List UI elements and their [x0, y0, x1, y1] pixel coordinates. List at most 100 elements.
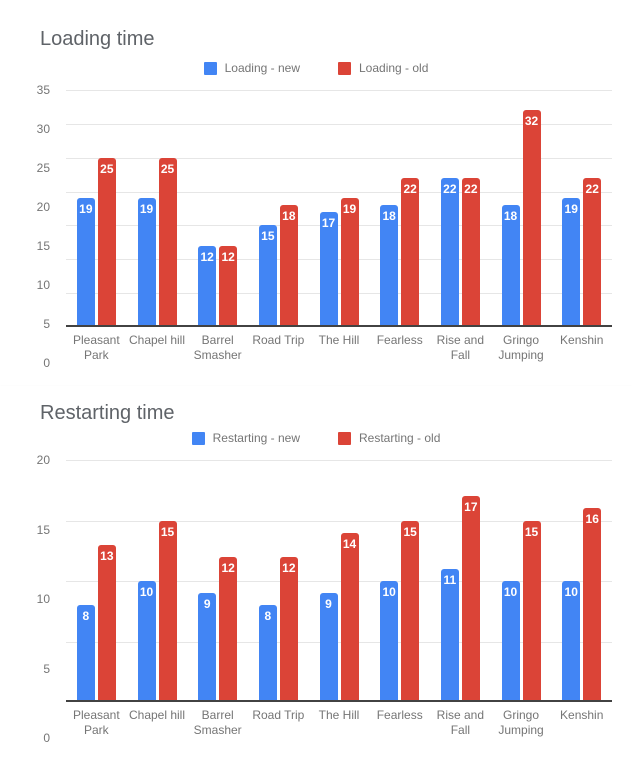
gridline — [66, 191, 612, 193]
bar-value-label: 15 — [524, 524, 539, 539]
bar-loading-new-kenshin: 19 — [562, 198, 581, 327]
bar-group-the-hill: 17 19 — [309, 90, 370, 327]
bar-group-barrel-smasher: 9 12 — [187, 460, 248, 702]
bar-group-fearless: 10 15 — [369, 460, 430, 702]
x-label-barrel-smasher: Barrel Smasher — [193, 333, 242, 362]
legend-item-restarting-new: Restarting - new — [191, 431, 300, 445]
x-label-the-hill: The Hill — [318, 708, 360, 722]
bar-loading-old-gringo-jumping: 32 — [522, 110, 541, 327]
x-axis: Pleasant Park Chapel hill Barrel Smasher Ro… — [66, 708, 612, 738]
bar-group-road-trip: 8 12 — [248, 460, 309, 702]
bar-value-label: 18 — [282, 209, 296, 224]
bar-group-pleasant-park: 8 13 — [66, 460, 127, 702]
bar-value-label: 19 — [342, 202, 357, 217]
bar-value-label: 22 — [403, 182, 417, 197]
x-label-pleasant-park: Pleasant Park — [72, 708, 120, 737]
bar-group-gringo-jumping: 10 15 — [491, 460, 552, 702]
x-label-chapel-hill: Chapel hill — [128, 708, 186, 722]
x-label-rise-and-fall: Rise and Fall — [436, 333, 485, 362]
bar-restarting-new-chapel-hill: 10 — [137, 581, 156, 702]
x-label-rise-and-fall: Rise and Fall — [436, 708, 485, 737]
y-tick-label: 35 — [36, 83, 50, 97]
bar-loading-new-road-trip: 15 — [258, 225, 277, 327]
bar-restarting-new-barrel-smasher: 9 — [198, 593, 217, 702]
bar-restarting-old-rise-and-fall: 17 — [461, 496, 480, 702]
bar-loading-new-chapel-hill: 19 — [137, 198, 156, 327]
loading-time-chart: Loading time Loading - new Loading - old… — [0, 28, 632, 370]
bar-group-barrel-smasher: 12 12 — [187, 90, 248, 327]
legend-swatch-blue — [203, 61, 217, 75]
gridline — [66, 581, 612, 582]
bar-loading-new-rise-and-fall: 22 — [440, 178, 459, 327]
bar-value-label: 12 — [221, 249, 235, 264]
bar-group-road-trip: 15 18 — [248, 90, 309, 327]
bar-value-label: 12 — [282, 560, 296, 575]
bar-value-label: 12 — [221, 560, 235, 575]
gridline — [66, 293, 612, 295]
bar-loading-new-gringo-jumping: 18 — [501, 205, 520, 327]
x-label-fearless: Fearless — [376, 708, 423, 722]
bar-value-label: 10 — [139, 585, 154, 599]
bar-value-label: 15 — [160, 524, 175, 539]
y-axis: 0 5 10 15 20 — [14, 453, 58, 745]
chart-title: Restarting time — [40, 402, 175, 424]
legend-label: Restarting - old — [359, 431, 441, 445]
bar-value-label: 19 — [79, 202, 93, 217]
bar-value-label: 16 — [585, 512, 599, 527]
bar-restarting-new-road-trip: 8 — [258, 605, 277, 702]
y-tick-label: 5 — [43, 317, 50, 332]
x-label-gringo-jumping: Gringo Jumping — [498, 708, 544, 737]
legend: Loading - new Loading - old — [0, 60, 632, 76]
gridline — [66, 225, 612, 227]
bar-loading-new-fearless: 18 — [380, 205, 399, 327]
bar-restarting-old-chapel-hill: 15 — [158, 520, 177, 702]
y-tick-label: 25 — [36, 161, 50, 175]
legend-swatch-blue — [191, 431, 205, 445]
y-tick-label: 0 — [43, 356, 50, 370]
bar-restarting-old-the-hill: 14 — [340, 532, 359, 702]
x-label-barrel-smasher: Barrel Smasher — [193, 708, 242, 737]
bar-restarting-new-the-hill: 9 — [319, 593, 338, 702]
bar-value-label: 15 — [261, 229, 275, 244]
bar-loading-old-kenshin: 22 — [583, 178, 602, 327]
legend-item-loading-old: Loading - old — [338, 61, 428, 75]
bar-value-label: 12 — [200, 249, 214, 264]
bar-loading-new-barrel-smasher: 12 — [198, 245, 217, 327]
x-label-gringo-jumping: Gringo Jumping — [498, 333, 544, 362]
legend-label: Loading - new — [224, 61, 300, 75]
bar-group-kenshin: 10 16 — [551, 460, 612, 702]
bar-value-label: 25 — [160, 161, 175, 176]
bar-value-label: 22 — [443, 182, 457, 197]
bar-group-kenshin: 19 22 — [551, 90, 612, 327]
plot-wrap: 0 5 10 15 20 25 30 35 19 25 19 25 12 12 15 18 17 19 18 22 2… — [0, 83, 632, 370]
gridline — [66, 460, 612, 461]
bar-value-label: 10 — [564, 585, 578, 599]
bar-value-label: 17 — [464, 500, 478, 515]
x-label-road-trip: Road Trip — [252, 333, 305, 347]
bar-restarting-old-road-trip: 12 — [279, 556, 298, 702]
bar-value-label: 18 — [503, 209, 518, 224]
x-label-road-trip: Road Trip — [252, 708, 305, 722]
bar-loading-old-pleasant-park: 25 — [97, 157, 116, 327]
bar-group-the-hill: 9 14 — [309, 460, 370, 702]
y-tick-label: 10 — [36, 278, 50, 293]
bar-restarting-new-rise-and-fall: 11 — [440, 568, 459, 702]
bar-value-label: 22 — [585, 182, 599, 197]
x-label-chapel-hill: Chapel hill — [128, 333, 186, 347]
bar-restarting-old-kenshin: 16 — [583, 508, 602, 702]
y-tick-label: 15 — [36, 239, 50, 253]
bar-value-label: 9 — [325, 597, 332, 612]
bar-group-gringo-jumping: 18 32 — [491, 90, 552, 327]
legend-item-loading-new: Loading - new — [203, 61, 300, 75]
legend-swatch-red — [338, 61, 351, 75]
chart-title: Loading time — [40, 28, 155, 50]
bar-value-label: 25 — [100, 161, 114, 176]
legend-item-restarting-old: Restarting - old — [338, 431, 440, 445]
gridline — [66, 520, 612, 522]
x-axis: Pleasant Park Chapel hill Barrel Smasher Ro… — [66, 333, 612, 363]
bar-value-label: 10 — [503, 585, 518, 599]
bar-value-label: 15 — [403, 524, 417, 539]
bar-restarting-old-gringo-jumping: 15 — [522, 520, 541, 702]
legend: Restarting - new Restarting - old — [0, 430, 632, 446]
